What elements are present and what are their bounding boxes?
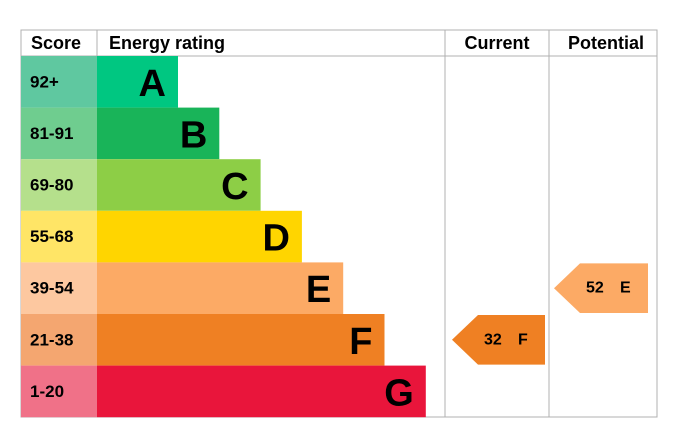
current-value: 32	[484, 331, 502, 348]
rating-bar	[97, 365, 426, 418]
rating-bar	[97, 210, 302, 263]
potential-rating: E	[620, 280, 631, 297]
rating-bar	[97, 107, 220, 160]
score-range: 39-54	[30, 279, 74, 298]
rating-letter: G	[384, 372, 414, 414]
potential-arrow	[554, 263, 648, 313]
score-cell	[21, 107, 97, 160]
score-cell	[21, 314, 97, 366]
header-energy-rating: Energy rating	[109, 33, 225, 53]
header-potential: Potential	[568, 33, 644, 53]
rating-bar	[97, 314, 385, 366]
rating-bar	[97, 159, 261, 211]
rating-letter: D	[262, 218, 289, 260]
score-cell	[21, 262, 97, 314]
score-range: 55-68	[30, 227, 73, 246]
score-range: 21-38	[30, 330, 73, 349]
score-range: 69-80	[30, 176, 73, 195]
current-arrow	[452, 315, 545, 365]
score-range: 1-20	[30, 382, 64, 401]
rating-letter: B	[180, 114, 207, 156]
score-cell	[21, 56, 97, 108]
rating-bar	[97, 56, 178, 108]
score-cell	[21, 365, 97, 418]
score-cell	[21, 210, 97, 263]
rating-letter: A	[139, 63, 166, 105]
score-cell	[21, 159, 97, 211]
potential-value: 52	[586, 280, 604, 297]
score-range: 81-91	[30, 124, 73, 143]
rating-letter: F	[349, 321, 372, 363]
header-current: Current	[464, 33, 529, 53]
score-range: 92+	[30, 72, 59, 91]
header-score: Score	[31, 33, 81, 53]
rating-bar	[97, 262, 344, 314]
rating-letter: E	[306, 269, 331, 311]
rating-letter: C	[221, 166, 248, 208]
current-rating: F	[518, 331, 528, 348]
